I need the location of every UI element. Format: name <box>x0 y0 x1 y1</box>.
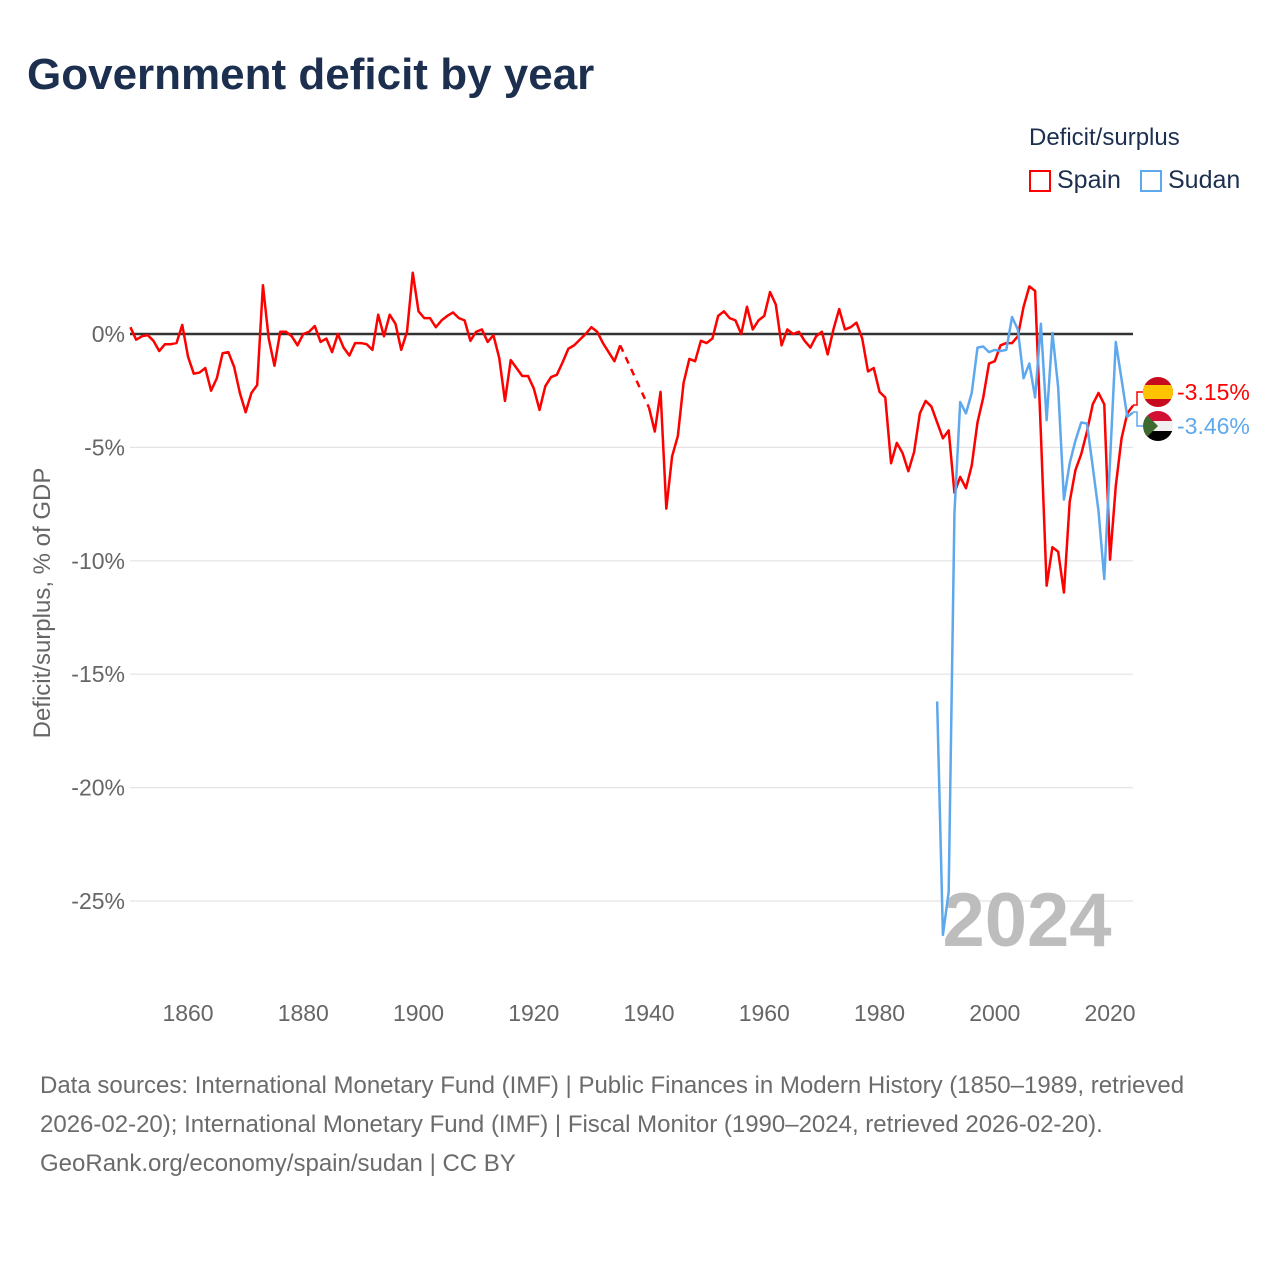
y-tick-label: -20% <box>71 775 125 801</box>
series-gap-spain <box>619 344 651 409</box>
x-tick-label: 1900 <box>393 1000 444 1026</box>
legend-label-sudan: Sudan <box>1168 166 1241 194</box>
spain-connector <box>1133 391 1143 406</box>
spain-end-marker: -3.15% <box>1133 377 1250 407</box>
x-tick-label: 1960 <box>739 1000 790 1026</box>
x-tick-label: 2020 <box>1084 1000 1135 1026</box>
legend-title: Deficit/surplus <box>1029 124 1180 151</box>
y-tick-label: 0% <box>92 321 125 347</box>
gridlines <box>130 332 1133 902</box>
spain-flag-icon <box>1143 377 1173 407</box>
y-axis-ticks: 0% -5% -10% -15% -20% -25% <box>71 321 125 914</box>
y-tick-label: -10% <box>71 548 125 574</box>
legend-swatch-spain <box>1029 169 1051 192</box>
y-tick-label: -25% <box>71 888 125 914</box>
chart-title: Government deficit by year <box>27 50 595 99</box>
legend-item-sudan[interactable]: Sudan <box>1140 166 1240 195</box>
x-tick-label: 2000 <box>969 1000 1020 1026</box>
credit-link[interactable]: GeoRank.org/economy/spain/sudan | CC BY <box>40 1150 516 1177</box>
legend-swatch-sudan <box>1140 169 1162 192</box>
series-lines <box>129 271 1135 937</box>
y-axis-label: Deficit/surplus, % of GDP <box>29 468 56 739</box>
sudan-end-label: -3.46% <box>1177 413 1250 439</box>
series-line-spain <box>129 271 1135 594</box>
legend-label-spain: Spain <box>1057 166 1121 194</box>
x-tick-label: 1920 <box>508 1000 559 1026</box>
x-axis-ticks: 1860 1880 1900 1920 1940 1960 1980 2000 2020 <box>162 1000 1135 1026</box>
series-sudan <box>935 315 1134 937</box>
year-watermark: 2024 <box>942 878 1111 963</box>
sudan-flag-icon <box>1143 411 1173 441</box>
y-tick-label: -15% <box>71 661 125 687</box>
sudan-end-marker: -3.46% <box>1133 411 1250 441</box>
series-line-sudan <box>935 315 1134 937</box>
legend-item-spain[interactable]: Spain <box>1029 166 1121 195</box>
spain-end-label: -3.15% <box>1177 379 1250 405</box>
y-tick-label: -5% <box>84 434 125 460</box>
x-tick-label: 1860 <box>162 1000 213 1026</box>
footer: Data sources: International Monetary Fun… <box>40 1066 1240 1183</box>
x-tick-label: 1880 <box>278 1000 329 1026</box>
series-spain <box>129 271 1135 594</box>
sudan-connector <box>1133 411 1143 427</box>
x-tick-label: 1980 <box>854 1000 905 1026</box>
data-sources: Data sources: International Monetary Fun… <box>40 1072 1185 1138</box>
x-tick-label: 1940 <box>623 1000 674 1026</box>
